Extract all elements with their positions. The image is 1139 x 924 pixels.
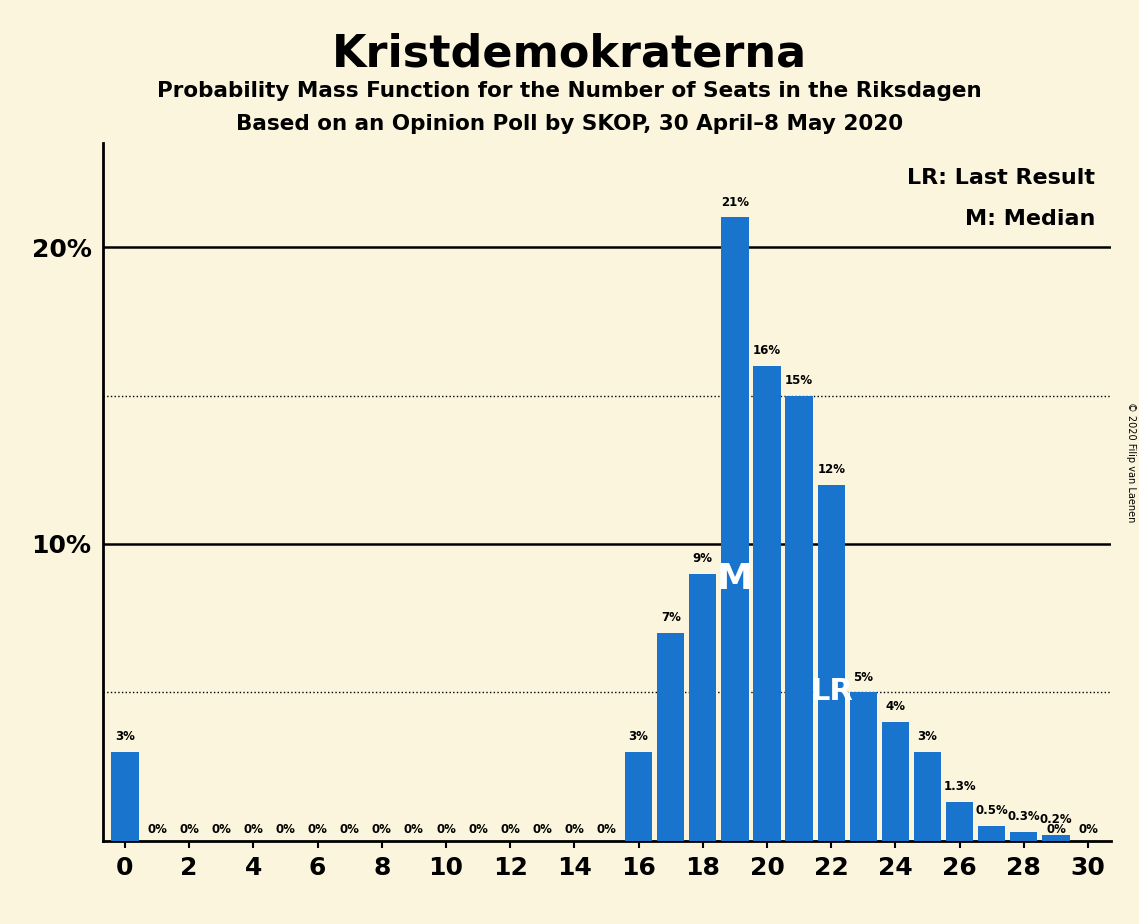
Text: Based on an Opinion Poll by SKOP, 30 April–8 May 2020: Based on an Opinion Poll by SKOP, 30 Apr… <box>236 114 903 134</box>
Bar <box>913 752 941 841</box>
Text: 0%: 0% <box>1079 823 1098 836</box>
Text: 12%: 12% <box>818 463 845 476</box>
Text: 0%: 0% <box>371 823 392 836</box>
Text: 21%: 21% <box>721 196 749 209</box>
Text: 0.5%: 0.5% <box>975 804 1008 817</box>
Text: 3%: 3% <box>629 730 648 743</box>
Text: 0%: 0% <box>276 823 295 836</box>
Text: 7%: 7% <box>661 611 681 624</box>
Text: 0.2%: 0.2% <box>1040 813 1072 826</box>
Text: 0%: 0% <box>212 823 231 836</box>
Bar <box>1010 832 1038 841</box>
Text: 0%: 0% <box>436 823 456 836</box>
Bar <box>786 395 813 841</box>
Bar <box>1042 835 1070 841</box>
Text: 0%: 0% <box>1046 823 1066 836</box>
Text: 0.3%: 0.3% <box>1008 810 1040 823</box>
Bar <box>689 574 716 841</box>
Text: 0%: 0% <box>308 823 328 836</box>
Text: 0%: 0% <box>597 823 616 836</box>
Text: 3%: 3% <box>918 730 937 743</box>
Text: Probability Mass Function for the Number of Seats in the Riksdagen: Probability Mass Function for the Number… <box>157 81 982 102</box>
Bar <box>112 752 139 841</box>
Text: 16%: 16% <box>753 344 781 357</box>
Text: 0%: 0% <box>179 823 199 836</box>
Text: Kristdemokraterna: Kristdemokraterna <box>331 32 808 76</box>
Text: 0%: 0% <box>404 823 424 836</box>
Text: 3%: 3% <box>115 730 134 743</box>
Text: 0%: 0% <box>468 823 487 836</box>
Text: M: Median: M: Median <box>965 210 1096 229</box>
Text: 4%: 4% <box>885 700 906 713</box>
Text: 0%: 0% <box>532 823 552 836</box>
Text: 0%: 0% <box>147 823 167 836</box>
Text: 0%: 0% <box>339 823 360 836</box>
Text: 9%: 9% <box>693 552 713 565</box>
Text: 1.3%: 1.3% <box>943 781 976 794</box>
Text: M: M <box>716 562 753 596</box>
Text: 0%: 0% <box>500 823 521 836</box>
Bar <box>753 366 780 841</box>
Text: 5%: 5% <box>853 671 874 684</box>
Bar <box>721 217 748 841</box>
Bar <box>850 692 877 841</box>
Bar <box>657 633 685 841</box>
Text: LR: LR <box>810 676 853 706</box>
Text: © 2020 Filip van Laenen: © 2020 Filip van Laenen <box>1125 402 1136 522</box>
Bar <box>818 484 845 841</box>
Text: LR: Last Result: LR: Last Result <box>908 167 1096 188</box>
Text: 0%: 0% <box>244 823 263 836</box>
Bar <box>882 722 909 841</box>
Text: 15%: 15% <box>785 373 813 386</box>
Bar <box>625 752 653 841</box>
Bar <box>978 826 1006 841</box>
Bar <box>947 802 974 841</box>
Text: 0%: 0% <box>565 823 584 836</box>
